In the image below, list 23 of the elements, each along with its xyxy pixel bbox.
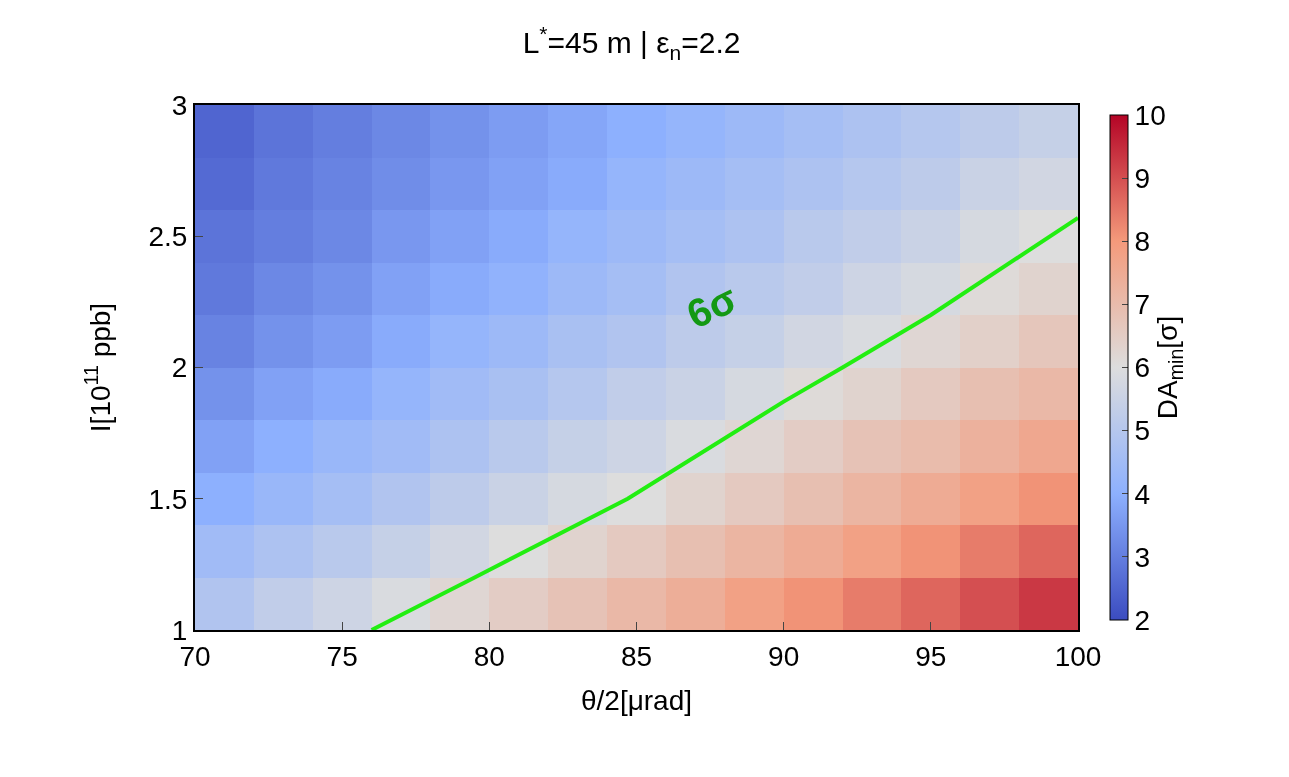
y-tick-label: 2 <box>171 352 188 384</box>
y-tick-label: 1.5 <box>148 483 188 515</box>
y-tick-label: 2.5 <box>148 221 188 253</box>
color-bar-label: 6 <box>1134 352 1151 384</box>
chart-title: L$^{*}$=45 m | ε$_{n}$=2.2 <box>522 21 741 64</box>
x-axis-title: θ/2[μrad] <box>580 685 693 717</box>
x-tick-label: 100 <box>1054 640 1102 672</box>
x-tick-label: 95 <box>915 640 947 672</box>
annotation: 6σ <box>680 275 744 337</box>
x-tick-label: 75 <box>326 640 358 672</box>
color-bar-label: 4 <box>1134 478 1151 510</box>
x-tick-label: 90 <box>768 640 800 672</box>
color-bar-label: 2 <box>1134 604 1151 636</box>
line-series <box>369 215 1078 630</box>
color-bar-label: 5 <box>1134 415 1151 447</box>
y-tick-label: 3 <box>171 89 188 121</box>
x-tick-label: 85 <box>620 640 653 672</box>
color-bar-label: 9 <box>1134 162 1151 194</box>
color-bar-label: 3 <box>1134 541 1151 573</box>
color-bar-label: 7 <box>1134 289 1151 321</box>
x-tick-label: 80 <box>473 640 505 672</box>
color-bar-label: 10 <box>1134 99 1166 131</box>
color-bar-label: 8 <box>1134 226 1151 258</box>
